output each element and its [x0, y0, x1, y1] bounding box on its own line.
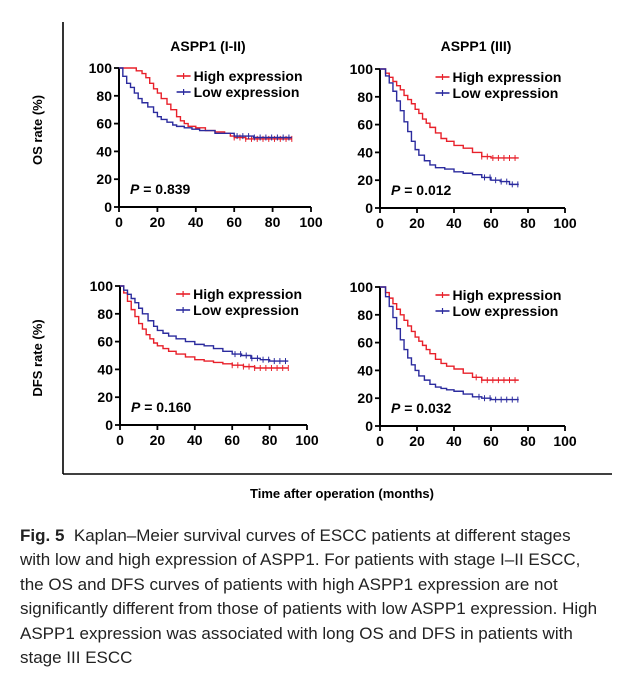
- chart-dfs-stage-iii-x-tick-label: 20: [409, 433, 425, 449]
- chart-dfs-stage-iii-x-tick-label: 40: [446, 433, 462, 449]
- chart-dfs-stage-i-ii-x-tick-label: 0: [116, 432, 124, 448]
- panel-dfs-stage-iii: 0 20 40 60 80 100 0 20 40 60 80 100 High expressionL…: [350, 279, 577, 449]
- chart-os-stage-i-ii-x-tick-label: 40: [188, 214, 204, 230]
- panel-os-stage-i-ii: 0 20 40 60 80 100 0 20 40 60 80 100 High expressionL…: [89, 60, 323, 230]
- shared-x-axis-label: Time after operation (months): [250, 486, 434, 501]
- chart-dfs-stage-i-ii-series-low-expression: [120, 285, 289, 362]
- chart-dfs-stage-iii-y-tick-label: 20: [357, 390, 373, 406]
- chart-dfs-stage-i-ii-y-tick-label: 0: [105, 417, 113, 433]
- chart-dfs-stage-i-ii-x-tick-label: 20: [150, 432, 166, 448]
- chart-os-stage-iii-series-high-expression: [380, 68, 519, 159]
- chart-os-stage-iii-series-low-expression: [380, 68, 519, 186]
- chart-dfs-stage-i-ii-y-tick-label: 100: [90, 278, 114, 294]
- chart-os-stage-i-ii-y-tick-label: 80: [96, 88, 112, 104]
- chart-dfs-stage-i-ii-y-tick-label: 20: [97, 389, 113, 405]
- chart-dfs-stage-iii-p-value: P = 0.032: [391, 400, 452, 416]
- row-label-os: OS rate (%): [30, 95, 45, 165]
- chart-dfs-stage-i-ii-x-tick-label: 80: [262, 432, 278, 448]
- chart-dfs-stage-i-ii-y-tick-label: 80: [97, 306, 113, 322]
- chart-dfs-stage-iii-series-low-expression: [380, 286, 519, 401]
- chart-os-stage-iii-legend-label-low-expression: Low expression: [453, 85, 559, 101]
- chart-os-stage-iii-x-tick-label: 40: [446, 215, 462, 231]
- chart-os-stage-i-ii-p-value: P = 0.839: [130, 181, 191, 197]
- chart-dfs-stage-iii-legend-label-low-expression: Low expression: [453, 303, 559, 319]
- chart-os-stage-iii-p-value: P = 0.012: [391, 182, 452, 198]
- chart-os-stage-iii-y-tick-label: 60: [357, 117, 373, 133]
- chart-dfs-stage-iii-y-tick-label: 40: [357, 362, 373, 378]
- chart-dfs-stage-iii-y-tick-label: 80: [357, 307, 373, 323]
- chart-dfs-stage-iii-x-tick-label: 60: [483, 433, 499, 449]
- panel-os-stage-iii: 0 20 40 60 80 100 0 20 40 60 80 100 High expressionL…: [350, 61, 577, 231]
- chart-os-stage-i-ii-legend-label-low-expression: Low expression: [194, 84, 300, 100]
- row-label-dfs: DFS rate (%): [30, 319, 45, 396]
- chart-os-stage-iii-x-tick-label: 0: [376, 215, 384, 231]
- kaplan-meier-figure: OS rate (%) DFS rate (%) ASPP1 (I-II) AS…: [30, 22, 612, 501]
- chart-dfs-stage-iii-series-high-expression: [380, 286, 519, 381]
- chart-os-stage-i-ii-series-low-expression: [119, 67, 292, 139]
- chart-os-stage-iii-x-tick-label: 80: [520, 215, 536, 231]
- column-title-stage-iii: ASPP1 (III): [441, 38, 512, 54]
- chart-dfs-stage-iii-x-tick-label: 100: [553, 433, 577, 449]
- chart-dfs-stage-i-ii-x-tick-label: 60: [224, 432, 240, 448]
- chart-os-stage-iii-x-tick-label: 100: [553, 215, 577, 231]
- figure-label: Fig. 5: [20, 526, 65, 545]
- chart-os-stage-iii-x-tick-label: 20: [409, 215, 425, 231]
- chart-os-stage-iii-y-tick-label: 40: [357, 144, 373, 160]
- chart-dfs-stage-iii-x-tick-label: 0: [376, 433, 384, 449]
- chart-os-stage-i-ii-x-tick-label: 80: [265, 214, 281, 230]
- chart-dfs-stage-iii-x-tick-label: 80: [520, 433, 536, 449]
- chart-os-stage-iii-legend-label-high-expression: High expression: [453, 69, 562, 85]
- chart-os-stage-i-ii-y-tick-label: 20: [96, 171, 112, 187]
- chart-dfs-stage-i-ii-x-tick-label: 100: [295, 432, 319, 448]
- chart-dfs-stage-iii-y-tick-label: 0: [365, 418, 373, 434]
- chart-os-stage-iii-y-tick-label: 80: [357, 89, 373, 105]
- chart-dfs-stage-i-ii-series-high-expression: [120, 285, 289, 369]
- chart-os-stage-iii-x-tick-label: 60: [483, 215, 499, 231]
- chart-dfs-stage-i-ii-legend-label-high-expression: High expression: [193, 286, 302, 302]
- chart-os-stage-i-ii-x-tick-label: 100: [299, 214, 323, 230]
- chart-dfs-stage-i-ii-legend-label-low-expression: Low expression: [193, 302, 299, 318]
- chart-os-stage-iii-y-tick-label: 0: [365, 200, 373, 216]
- chart-os-stage-i-ii-y-tick-label: 100: [89, 60, 113, 76]
- chart-dfs-stage-i-ii-x-tick-label: 40: [187, 432, 203, 448]
- column-title-stage-i-ii: ASPP1 (I-II): [170, 38, 245, 54]
- chart-dfs-stage-i-ii-p-value: P = 0.160: [131, 399, 192, 415]
- chart-os-stage-i-ii-x-tick-label: 0: [115, 214, 123, 230]
- chart-os-stage-i-ii-y-tick-label: 0: [104, 199, 112, 215]
- chart-os-stage-iii-y-tick-label: 20: [357, 172, 373, 188]
- chart-os-stage-iii-y-tick-label: 100: [350, 61, 374, 77]
- chart-os-stage-i-ii-y-tick-label: 60: [96, 116, 112, 132]
- chart-os-stage-i-ii-x-tick-label: 20: [150, 214, 166, 230]
- chart-os-stage-i-ii-y-tick-label: 40: [96, 143, 112, 159]
- chart-dfs-stage-iii-y-tick-label: 100: [350, 279, 374, 295]
- chart-os-stage-i-ii-legend-label-high-expression: High expression: [194, 68, 303, 84]
- figure-caption-text: Kaplan–Meier survival curves of ESCC pat…: [20, 526, 598, 668]
- panel-dfs-stage-i-ii: 0 20 40 60 80 100 0 20 40 60 80 100 High expressionL…: [90, 278, 319, 448]
- chart-dfs-stage-iii-legend-label-high-expression: High expression: [453, 287, 562, 303]
- chart-dfs-stage-i-ii-y-tick-label: 40: [97, 361, 113, 377]
- chart-dfs-stage-iii-y-tick-label: 60: [357, 335, 373, 351]
- chart-os-stage-i-ii-x-tick-label: 60: [226, 214, 242, 230]
- chart-dfs-stage-i-ii-y-tick-label: 60: [97, 334, 113, 350]
- figure-caption: Fig. 5 Kaplan–Meier survival curves of E…: [20, 524, 600, 670]
